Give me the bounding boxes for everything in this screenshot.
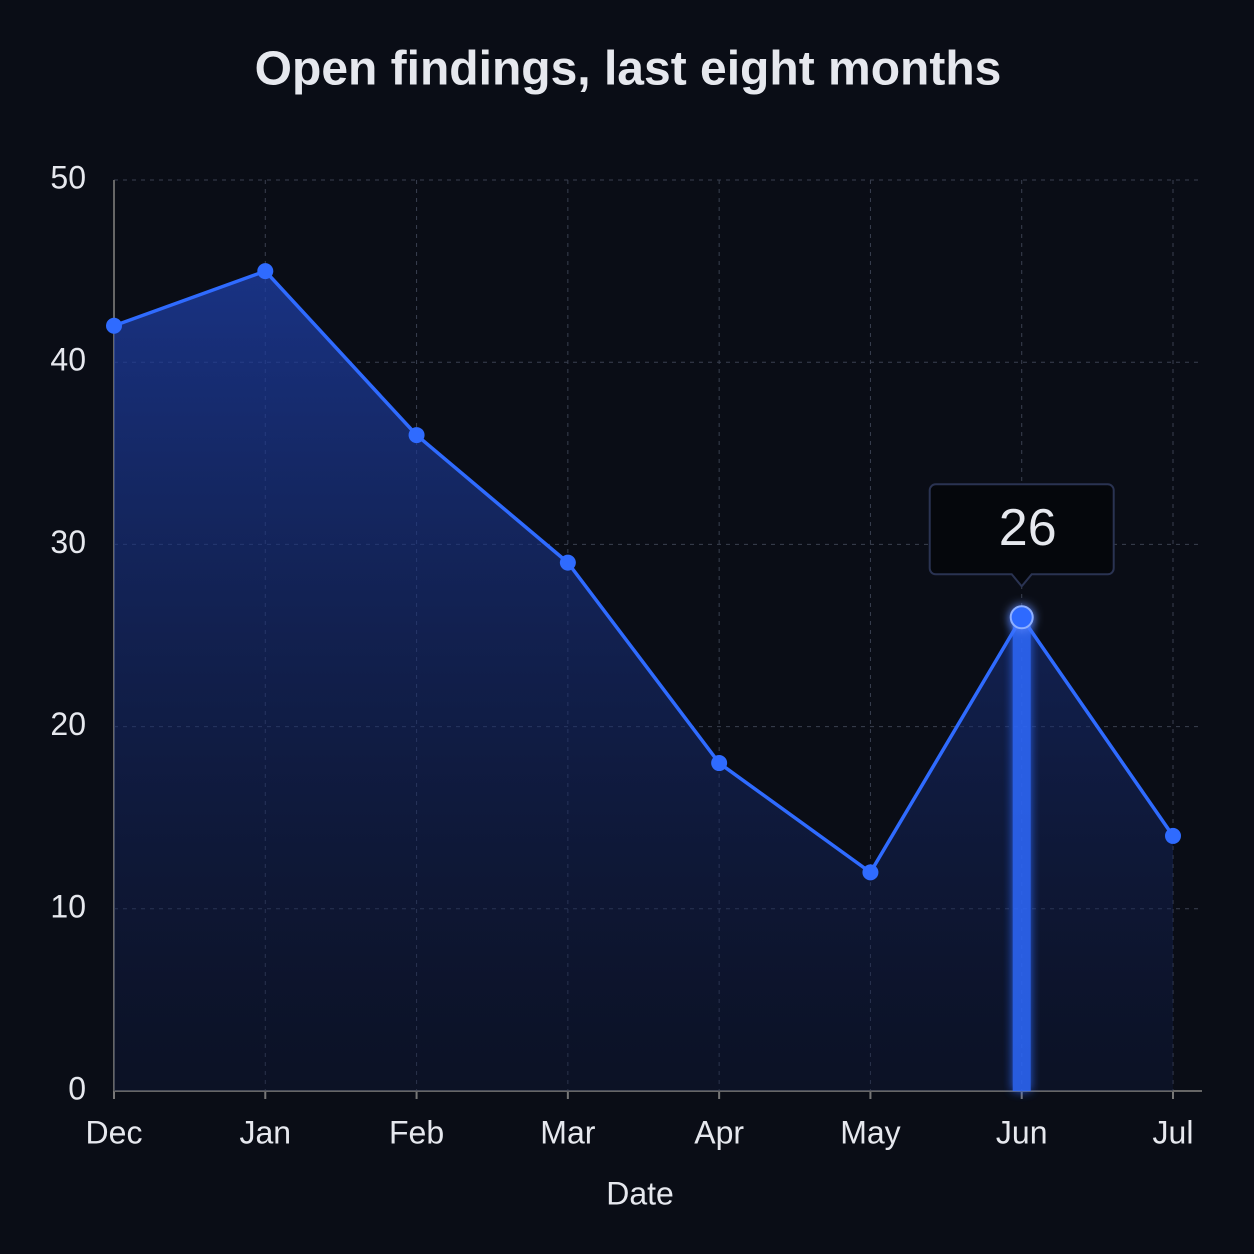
- point: [106, 317, 122, 334]
- point: [711, 755, 728, 772]
- tooltip-box: [928, 483, 1115, 588]
- x-tick-label: May: [840, 1114, 900, 1150]
- point: [1165, 827, 1181, 844]
- tooltip: 26: [928, 483, 1115, 588]
- x-tick-label: Jun: [996, 1114, 1048, 1150]
- y-tick-label: 50: [50, 159, 86, 195]
- point: [257, 263, 274, 280]
- point: [408, 427, 425, 444]
- x-axis-label: Date: [606, 1175, 674, 1211]
- area: [114, 271, 1173, 1092]
- tooltip-value: 26: [999, 499, 1057, 557]
- y-tick-label: 10: [50, 888, 86, 924]
- y-tick-label: 40: [50, 342, 86, 378]
- point: [862, 864, 879, 881]
- x-tick-label: Jan: [239, 1114, 291, 1150]
- line: [113, 269, 1175, 875]
- x-tick-label: Jul: [1153, 1114, 1194, 1150]
- point: [559, 554, 576, 571]
- x-tick-label: Feb: [389, 1114, 444, 1150]
- y-tick-label: 30: [50, 524, 86, 560]
- y-tick-label: 0: [68, 1070, 86, 1106]
- chart-title: Open findings, last eight months: [255, 43, 1002, 96]
- y-tick-label: 20: [50, 706, 86, 742]
- x-tick-label: Dec: [86, 1114, 143, 1150]
- highlight-point: [1009, 605, 1034, 630]
- x-tick-label: Mar: [540, 1114, 595, 1150]
- x-tick-label: Apr: [694, 1114, 744, 1150]
- highlight-bar: [1012, 617, 1031, 1091]
